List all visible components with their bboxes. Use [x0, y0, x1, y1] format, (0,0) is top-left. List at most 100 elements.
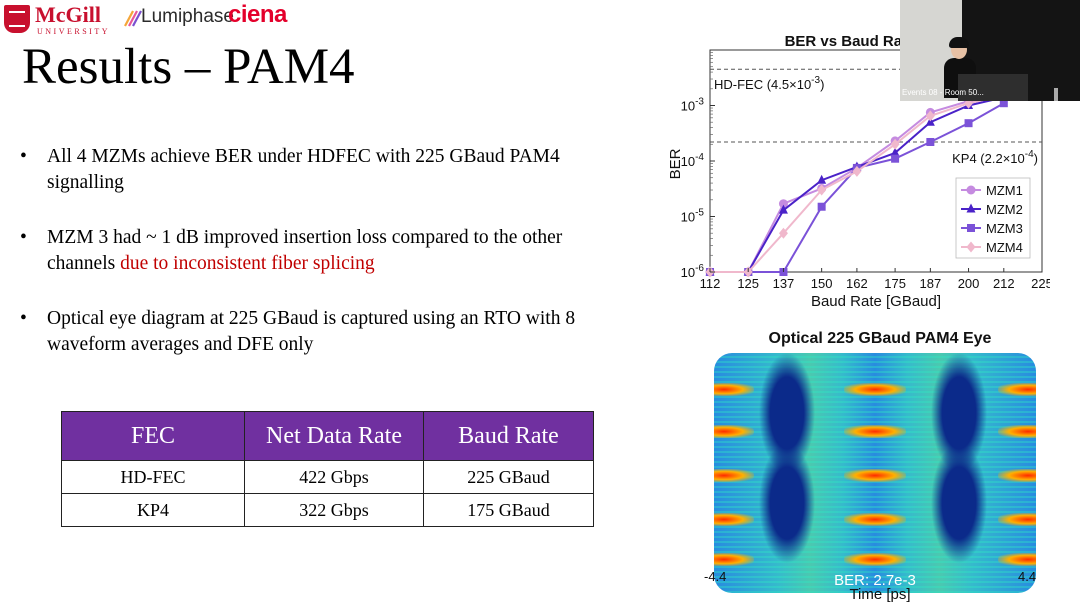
data-point: [964, 119, 973, 128]
eye-ber-label: BER: 2.7e-3: [834, 572, 916, 589]
eye-crossing-band: [998, 383, 1036, 396]
presenter-video-overlay[interactable]: Events 08 - Room 50...: [900, 0, 1080, 101]
data-point: [817, 202, 826, 211]
data-point: [967, 224, 975, 232]
eye-x-axis-label: Time [ps]: [849, 586, 911, 603]
eye-crossing-band: [998, 553, 1036, 566]
ciena-logo: ciena: [228, 1, 287, 28]
data-point: [890, 147, 900, 157]
bullet-item: Optical eye diagram at 225 GBaud is capt…: [20, 306, 610, 358]
mcgill-crest-icon: [4, 5, 30, 33]
video-microphone: [1054, 88, 1058, 101]
chart-grid: [710, 52, 713, 256]
chart-x-axis-label: Baud Rate [GBaud]: [811, 293, 941, 310]
data-point: [778, 199, 788, 209]
chart-title: BER vs Baud Rate: [785, 33, 916, 50]
table-cell: 175 GBaud: [423, 493, 594, 527]
y-tick-label: 10-5: [681, 208, 705, 225]
data-point: [891, 154, 900, 163]
bullet-highlight-text: due to inconsistent fiber splicing: [120, 253, 375, 274]
table-header-cell: FEC: [61, 411, 245, 461]
eye-crossing-band: [844, 383, 906, 396]
x-tick-label: 212: [993, 276, 1015, 291]
x-tick-label: 225: [1031, 276, 1050, 291]
fec-table: FEC Net Data Rate Baud Rate HD-FEC 422 G…: [61, 411, 594, 527]
eye-crossing-band: [844, 469, 906, 482]
x-tick-label: 200: [958, 276, 980, 291]
table-header-row: FEC Net Data Rate Baud Rate: [61, 411, 594, 461]
data-point: [966, 203, 976, 213]
bullet-list: All 4 MZMs achieve BER under HDFEC with …: [20, 144, 610, 387]
data-point: [817, 184, 827, 196]
bullet-text: MZM 3 had ~ 1 dB improved insertion loss…: [47, 227, 563, 274]
bullet-item: MZM 3 had ~ 1 dB improved insertion loss…: [20, 225, 610, 277]
mcgill-logo-name: McGill: [35, 2, 101, 27]
x-tick-label: 175: [884, 276, 906, 291]
table-cell: HD-FEC: [61, 460, 245, 494]
table-cell: 322 Gbps: [244, 493, 424, 527]
eye-crossing-band: [714, 513, 754, 526]
eye-crossing-band: [844, 553, 906, 566]
eye-crossing-band: [998, 425, 1036, 438]
table-header-cell: Baud Rate: [423, 411, 594, 461]
data-point: [890, 138, 900, 150]
eye-crossing-band: [844, 425, 906, 438]
legend-label: MZM1: [986, 183, 1023, 198]
bullet-item: All 4 MZMs achieve BER under HDFEC with …: [20, 144, 610, 196]
eye-crossing-band: [998, 469, 1036, 482]
bullet-text: Optical eye diagram at 225 GBaud is capt…: [47, 308, 576, 355]
y-tick-label: 10-3: [681, 97, 705, 114]
video-podium: [958, 74, 1028, 101]
eye-diagram-title: Optical 225 GBaud PAM4 Eye: [768, 330, 992, 347]
reference-line-label: HD-FEC (4.5×10-3): [714, 75, 824, 92]
x-tick-label: 162: [846, 276, 868, 291]
eye-diagram-image: BER: 2.7e-3: [714, 353, 1036, 593]
data-point: [778, 204, 788, 214]
eye-x-max-label: 4.4: [1018, 569, 1037, 584]
eye-diagram-panel: Optical 225 GBaud PAM4 Eye BER: 2.7e-3 -…: [700, 328, 1060, 608]
chart-legend: MZM1 MZM2 MZM3 MZM4: [955, 177, 1031, 259]
eye-crossing-band: [998, 513, 1036, 526]
data-point: [778, 227, 788, 239]
mcgill-logo-subtitle: UNIVERSITY: [37, 27, 110, 36]
data-point: [966, 241, 976, 253]
eye-crossing-band: [714, 383, 754, 396]
data-point: [999, 99, 1008, 108]
chart-series-group: [705, 89, 1009, 278]
table-cell: 225 GBaud: [423, 460, 594, 494]
x-tick-label: 125: [737, 276, 759, 291]
eye-x-min-label: -4.4: [704, 569, 727, 584]
y-tick-label: 10-4: [681, 152, 705, 169]
data-point: [925, 110, 935, 122]
data-point: [926, 137, 935, 146]
lumiphase-logo-text: Lumiphase: [141, 6, 234, 27]
table-row: KP4 322 Gbps 175 GBaud: [61, 493, 594, 527]
legend-label: MZM2: [986, 202, 1023, 217]
data-point: [817, 174, 827, 184]
reference-line-label: KP4 (2.2×10-4): [952, 149, 1038, 166]
bullet-text: All 4 MZMs achieve BER under HDFEC with …: [47, 146, 560, 193]
video-caption: Events 08 - Room 50...: [902, 88, 984, 97]
chart-x-ticks: 112 125 137 150 162 175 187 200 212 225: [700, 268, 1050, 291]
x-tick-label: 150: [811, 276, 833, 291]
eye-crossing-band: [844, 513, 906, 526]
eye-crossing-band: [714, 469, 754, 482]
x-tick-label: 187: [920, 276, 942, 291]
table-header-cell: Net Data Rate: [244, 411, 424, 461]
eye-crossing-band: [714, 553, 754, 566]
x-tick-label: 137: [773, 276, 795, 291]
data-point: [966, 185, 976, 195]
table-cell: KP4: [61, 493, 245, 527]
data-point: [852, 165, 862, 177]
eye-crossing-band: [714, 425, 754, 438]
x-tick-label: 112: [700, 276, 721, 291]
table-cell: 422 Gbps: [244, 460, 424, 494]
table-row: HD-FEC 422 Gbps 225 GBaud: [61, 460, 594, 494]
mcgill-logo: McGill UNIVERSITY: [4, 2, 116, 36]
slide-title: Results – PAM4: [22, 39, 355, 95]
chart-y-axis-label: BER: [667, 148, 684, 179]
legend-label: MZM3: [986, 221, 1023, 236]
legend-label: MZM4: [986, 240, 1023, 255]
lumiphase-mark-icon: [124, 10, 142, 27]
presenter-hair: [949, 37, 969, 48]
